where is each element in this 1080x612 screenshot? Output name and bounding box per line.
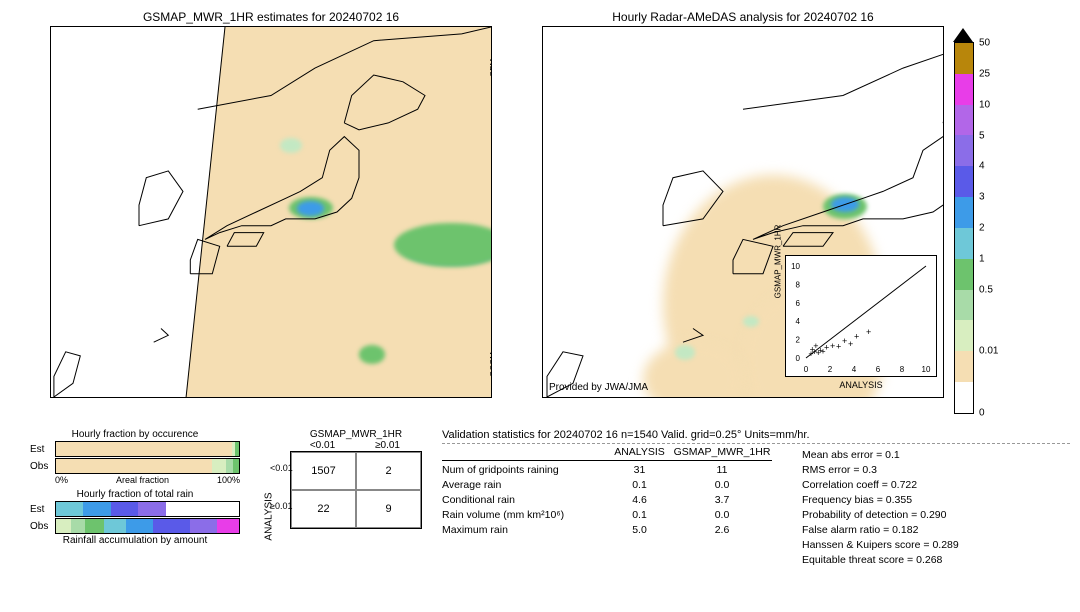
colorbar-body: 502510543210.50.010 (954, 42, 974, 414)
svg-text:+: + (854, 332, 859, 342)
frac-est-label: Est (30, 444, 55, 455)
stats-list: Mean abs error = 0.1 RMS error = 0.3 Corre… (802, 446, 959, 569)
val-h-analysis: ANALYSIS (607, 446, 672, 458)
svg-text:8: 8 (900, 365, 905, 374)
validation-panel: Validation statistics for 20240702 16 n=… (442, 429, 1070, 569)
svg-text:10: 10 (922, 365, 931, 374)
svg-text:2: 2 (828, 365, 833, 374)
cont-cell: 1507 (291, 452, 356, 490)
bottom-row: Hourly fraction by occurence Est Obs 0% A… (10, 429, 1070, 569)
val-row-a: 4.6 (607, 494, 672, 506)
val-row-g: 0.0 (672, 479, 772, 491)
svg-text:6: 6 (796, 299, 801, 308)
val-row-g: 11 (672, 464, 772, 476)
cont-side-label: ANALYSIS (264, 492, 275, 540)
stat-line: Frequency bias = 0.355 (802, 494, 959, 506)
svg-text:+: + (842, 336, 847, 346)
val-row-a: 0.1 (607, 509, 672, 521)
val-title: Validation statistics for 20240702 16 n=… (442, 429, 1070, 444)
stat-line: Correlation coeff = 0.722 (802, 479, 959, 491)
val-row-name: Maximum rain (442, 524, 607, 536)
map2-title: Hourly Radar-AMeDAS analysis for 2024070… (542, 10, 944, 24)
cont-col2: ≥0.01 (355, 440, 420, 451)
stat-line: RMS error = 0.3 (802, 464, 959, 476)
frac-axis-0: 0% (55, 475, 68, 485)
val-row-name: Rain volume (mm km²10⁶) (442, 509, 607, 521)
val-row-name: Average rain (442, 479, 607, 491)
colorbar-arrow-icon (953, 28, 973, 42)
val-row-g: 2.6 (672, 524, 772, 536)
cont-grid: 15072229 (290, 451, 422, 529)
svg-text:+: + (866, 327, 871, 337)
val-row-name: Num of gridpoints raining (442, 464, 607, 476)
frac-accum-title: Rainfall accumulation by amount (30, 535, 240, 546)
cont-cell: 2 (356, 452, 421, 490)
contingency-panel: GSMAP_MWR_1HR <0.01 ≥0.01 ANALYSIS <0.01… (290, 429, 422, 569)
cont-cell: 22 (291, 490, 356, 528)
frac-obs-label: Obs (30, 461, 55, 472)
svg-text:+: + (813, 341, 818, 351)
svg-text:+: + (830, 341, 835, 351)
val-row-a: 31 (607, 464, 672, 476)
svg-text:+: + (820, 346, 825, 356)
cont-row1: <0.01 (270, 463, 293, 473)
stat-line: Equitable threat score = 0.268 (802, 554, 959, 566)
map1-panel: GSMAP_MWR_1HR estimates for 20240702 16 … (50, 10, 492, 414)
cont-row2: ≥0.01 (270, 501, 292, 511)
stat-line: False alarm ratio = 0.182 (802, 524, 959, 536)
val-row-name: Conditional rain (442, 494, 607, 506)
map1-box: 25°N30°N35°N40°N45°N125°E130°E135°E140°E… (50, 26, 492, 398)
svg-text:4: 4 (796, 317, 801, 326)
cont-title: GSMAP_MWR_1HR (290, 429, 422, 440)
svg-text:10: 10 (791, 262, 800, 271)
frac-occ-est-bar (55, 441, 240, 457)
svg-text:0: 0 (804, 365, 809, 374)
val-table: ANALYSISGSMAP_MWR_1HR Num of gridpoints … (442, 446, 772, 569)
frac-tot-obs-bar (55, 518, 240, 534)
frac-occ-title: Hourly fraction by occurence (30, 429, 240, 440)
stat-line: Hanssen & Kuipers score = 0.289 (802, 539, 959, 551)
provided-label: Provided by JWA/JMA (549, 382, 648, 393)
svg-text:+: + (836, 342, 841, 352)
svg-text:4: 4 (852, 365, 857, 374)
val-row-a: 0.1 (607, 479, 672, 491)
svg-text:2: 2 (796, 336, 801, 345)
frac-axis-mid: Areal fraction (116, 475, 169, 485)
colorbar: 502510543210.50.010 (954, 28, 1014, 414)
fractions-panel: Hourly fraction by occurence Est Obs 0% A… (30, 429, 240, 569)
map2-box: 25°N30°N35°N40°N45°N125°E130°E135°EProvi… (542, 26, 944, 398)
frac-obs-label2: Obs (30, 521, 55, 532)
svg-text:6: 6 (876, 365, 881, 374)
frac-occ-obs-bar (55, 458, 240, 474)
cont-cell: 9 (356, 490, 421, 528)
map1-title: GSMAP_MWR_1HR estimates for 20240702 16 (50, 10, 492, 24)
val-row-g: 0.0 (672, 509, 772, 521)
frac-tot-est-bar (55, 501, 240, 517)
svg-text:8: 8 (796, 280, 801, 289)
stat-line: Probability of detection = 0.290 (802, 509, 959, 521)
cont-col1: <0.01 (290, 440, 355, 451)
svg-text:0: 0 (796, 354, 801, 363)
val-row-a: 5.0 (607, 524, 672, 536)
frac-est-label2: Est (30, 504, 55, 515)
val-h-gsmap: GSMAP_MWR_1HR (672, 446, 772, 458)
top-row: GSMAP_MWR_1HR estimates for 20240702 16 … (10, 10, 1070, 414)
frac-tot-title: Hourly fraction of total rain (30, 489, 240, 500)
svg-text:+: + (848, 339, 853, 349)
frac-axis-100: 100% (217, 475, 240, 485)
val-row-g: 3.7 (672, 494, 772, 506)
map2-panel: Hourly Radar-AMeDAS analysis for 2024070… (542, 10, 944, 414)
stat-line: Mean abs error = 0.1 (802, 449, 959, 461)
